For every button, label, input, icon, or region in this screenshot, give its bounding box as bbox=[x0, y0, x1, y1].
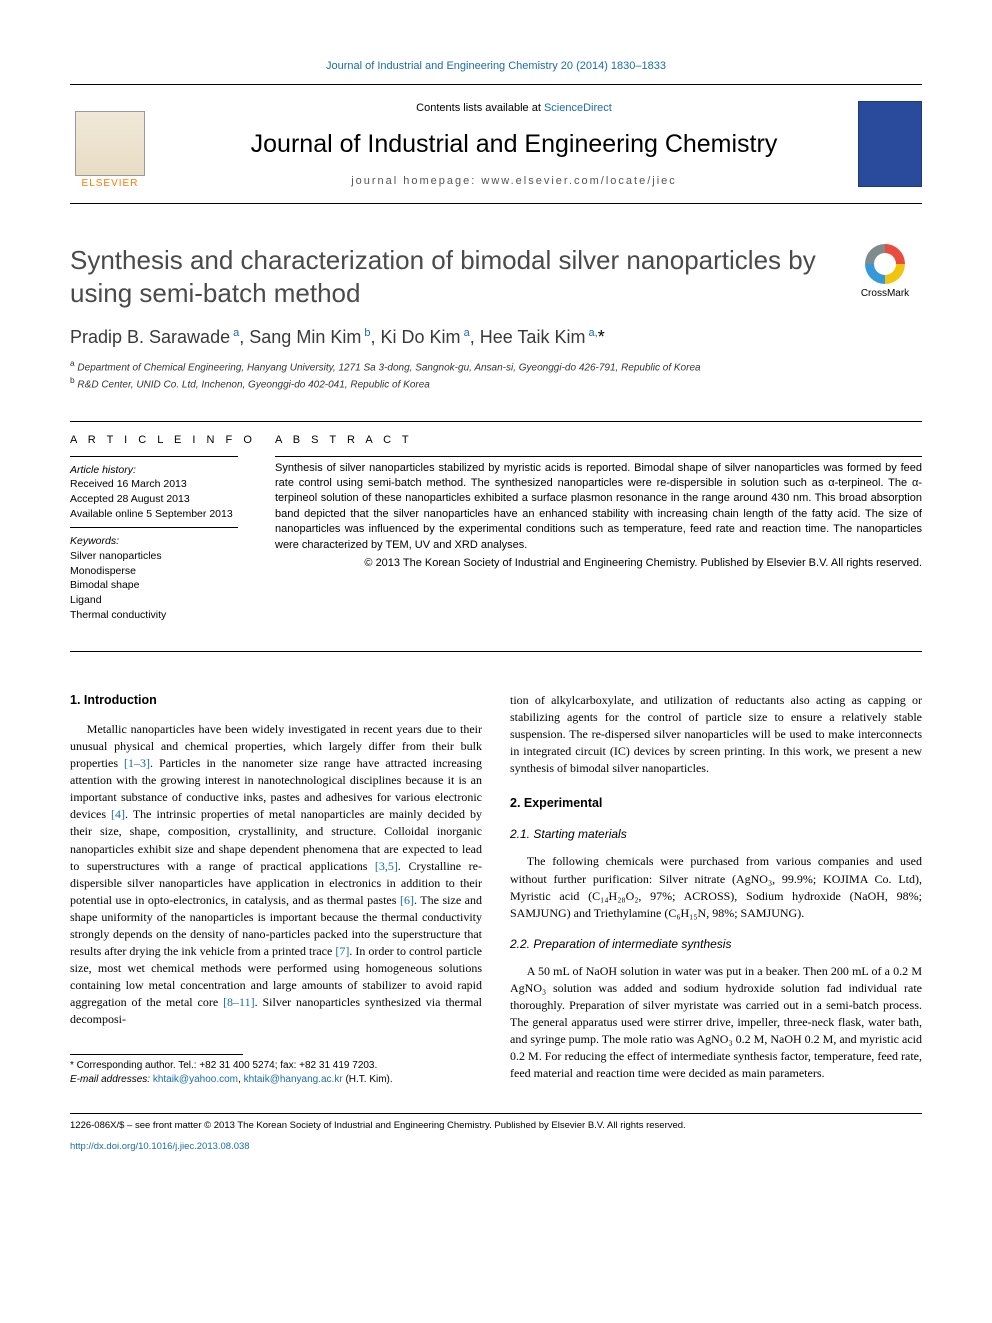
crossmark-label: CrossMark bbox=[848, 288, 922, 299]
keyword: Ligand bbox=[70, 593, 257, 608]
corresponding-star: * bbox=[598, 327, 605, 347]
keyword: Thermal conductivity bbox=[70, 608, 257, 623]
right-column: tion of alkylcarboxylate, and utilizatio… bbox=[510, 692, 922, 1087]
authors-line: Pradip B. Sarawade a, Sang Min Kim b, Ki… bbox=[70, 327, 922, 348]
rule-top bbox=[70, 84, 922, 85]
abstract-col: A B S T R A C T Synthesis of silver nano… bbox=[275, 422, 922, 635]
masthead-center: Contents lists available at ScienceDirec… bbox=[170, 102, 858, 187]
history-label: Article history: bbox=[70, 463, 257, 478]
homepage-url: www.elsevier.com/locate/jiec bbox=[481, 175, 676, 187]
elsevier-logo: ELSEVIER bbox=[70, 99, 150, 189]
ref-link[interactable]: [6] bbox=[400, 893, 414, 907]
ref-link[interactable]: [7] bbox=[335, 944, 349, 958]
keywords-label: Keywords: bbox=[70, 534, 257, 549]
corresponding-author: * Corresponding author. Tel.: +82 31 400… bbox=[70, 1059, 482, 1087]
title-block: Synthesis and characterization of bimoda… bbox=[70, 244, 922, 309]
affiliations: a Department of Chemical Engineering, Ha… bbox=[70, 358, 922, 393]
corr-emails: E-mail addresses: khtaik@yahoo.com, khta… bbox=[70, 1073, 482, 1087]
page-footer: 1226-086X/$ – see front matter © 2013 Th… bbox=[70, 1113, 922, 1152]
contents-line: Contents lists available at ScienceDirec… bbox=[170, 102, 858, 114]
abstract-copyright: © 2013 The Korean Society of Industrial … bbox=[275, 557, 922, 569]
elsevier-label: ELSEVIER bbox=[82, 178, 139, 189]
keyword: Bimodal shape bbox=[70, 578, 257, 593]
history-accepted: Accepted 28 August 2013 bbox=[70, 492, 257, 507]
crossmark-badge[interactable]: CrossMark bbox=[848, 244, 922, 299]
ref-link[interactable]: [4] bbox=[111, 807, 125, 821]
section-1-para: Metallic nanoparticles have been widely … bbox=[70, 721, 482, 1028]
section-2-1-heading: 2.1. Starting materials bbox=[510, 826, 922, 843]
issn-copyright: 1226-086X/$ – see front matter © 2013 Th… bbox=[70, 1120, 922, 1131]
left-column: 1. Introduction Metallic nanoparticles h… bbox=[70, 692, 482, 1087]
section-1-continuation: tion of alkylcarboxylate, and utilizatio… bbox=[510, 692, 922, 777]
ref-link[interactable]: [3,5] bbox=[375, 859, 398, 873]
article-info-col: A R T I C L E I N F O Article history: R… bbox=[70, 422, 275, 635]
body-columns: 1. Introduction Metallic nanoparticles h… bbox=[70, 692, 922, 1087]
abstract-text: Synthesis of silver nanoparticles stabil… bbox=[275, 461, 922, 553]
homepage-line: journal homepage: www.elsevier.com/locat… bbox=[170, 175, 858, 187]
affiliation-a: a Department of Chemical Engineering, Ha… bbox=[70, 358, 922, 375]
ref-link[interactable]: [1–3] bbox=[124, 756, 150, 770]
history-received: Received 16 March 2013 bbox=[70, 477, 257, 492]
email-link-2[interactable]: khtaik@hanyang.ac.kr bbox=[244, 1074, 343, 1085]
affiliation-b: b R&D Center, UNID Co. Ltd, Inchenon, Gy… bbox=[70, 375, 922, 392]
journal-cover-thumb bbox=[858, 101, 922, 187]
corr-tel-fax: * Corresponding author. Tel.: +82 31 400… bbox=[70, 1059, 482, 1073]
homepage-prefix: journal homepage: bbox=[351, 175, 481, 187]
crossmark-icon bbox=[865, 244, 905, 284]
elsevier-tree-icon bbox=[75, 111, 145, 176]
article-history: Article history: Received 16 March 2013 … bbox=[70, 463, 257, 522]
keywords-block: Keywords: Silver nanoparticles Monodispe… bbox=[70, 534, 257, 622]
email-link-1[interactable]: khtaik@yahoo.com bbox=[153, 1074, 238, 1085]
section-2-heading: 2. Experimental bbox=[510, 795, 922, 813]
rule-masthead-bottom bbox=[70, 203, 922, 204]
masthead: ELSEVIER Contents lists available at Sci… bbox=[70, 89, 922, 199]
citation-link[interactable]: Journal of Industrial and Engineering Ch… bbox=[326, 60, 666, 72]
citation-header: Journal of Industrial and Engineering Ch… bbox=[70, 60, 922, 72]
section-1-heading: 1. Introduction bbox=[70, 692, 482, 710]
ref-link[interactable]: [8–11] bbox=[223, 995, 255, 1009]
contents-prefix: Contents lists available at bbox=[416, 102, 544, 114]
doi-line: http://dx.doi.org/10.1016/j.jiec.2013.08… bbox=[70, 1141, 922, 1152]
section-2-2-para: A 50 mL of NaOH solution in water was pu… bbox=[510, 963, 922, 1082]
history-online: Available online 5 September 2013 bbox=[70, 507, 257, 522]
abstract-heading: A B S T R A C T bbox=[275, 434, 922, 446]
section-2-1-para: The following chemicals were purchased f… bbox=[510, 853, 922, 921]
doi-link[interactable]: http://dx.doi.org/10.1016/j.jiec.2013.08… bbox=[70, 1141, 250, 1152]
journal-name: Journal of Industrial and Engineering Ch… bbox=[170, 130, 858, 159]
authors-text: Pradip B. Sarawade a, Sang Min Kim b, Ki… bbox=[70, 327, 598, 347]
page-container: Journal of Industrial and Engineering Ch… bbox=[0, 0, 992, 1192]
section-2-2-heading: 2.2. Preparation of intermediate synthes… bbox=[510, 936, 922, 953]
article-title: Synthesis and characterization of bimoda… bbox=[70, 244, 834, 309]
sciencedirect-link[interactable]: ScienceDirect bbox=[544, 102, 612, 114]
info-abstract-block: A R T I C L E I N F O Article history: R… bbox=[70, 421, 922, 652]
keyword: Monodisperse bbox=[70, 564, 257, 579]
info-heading: A R T I C L E I N F O bbox=[70, 434, 257, 446]
keyword: Silver nanoparticles bbox=[70, 549, 257, 564]
